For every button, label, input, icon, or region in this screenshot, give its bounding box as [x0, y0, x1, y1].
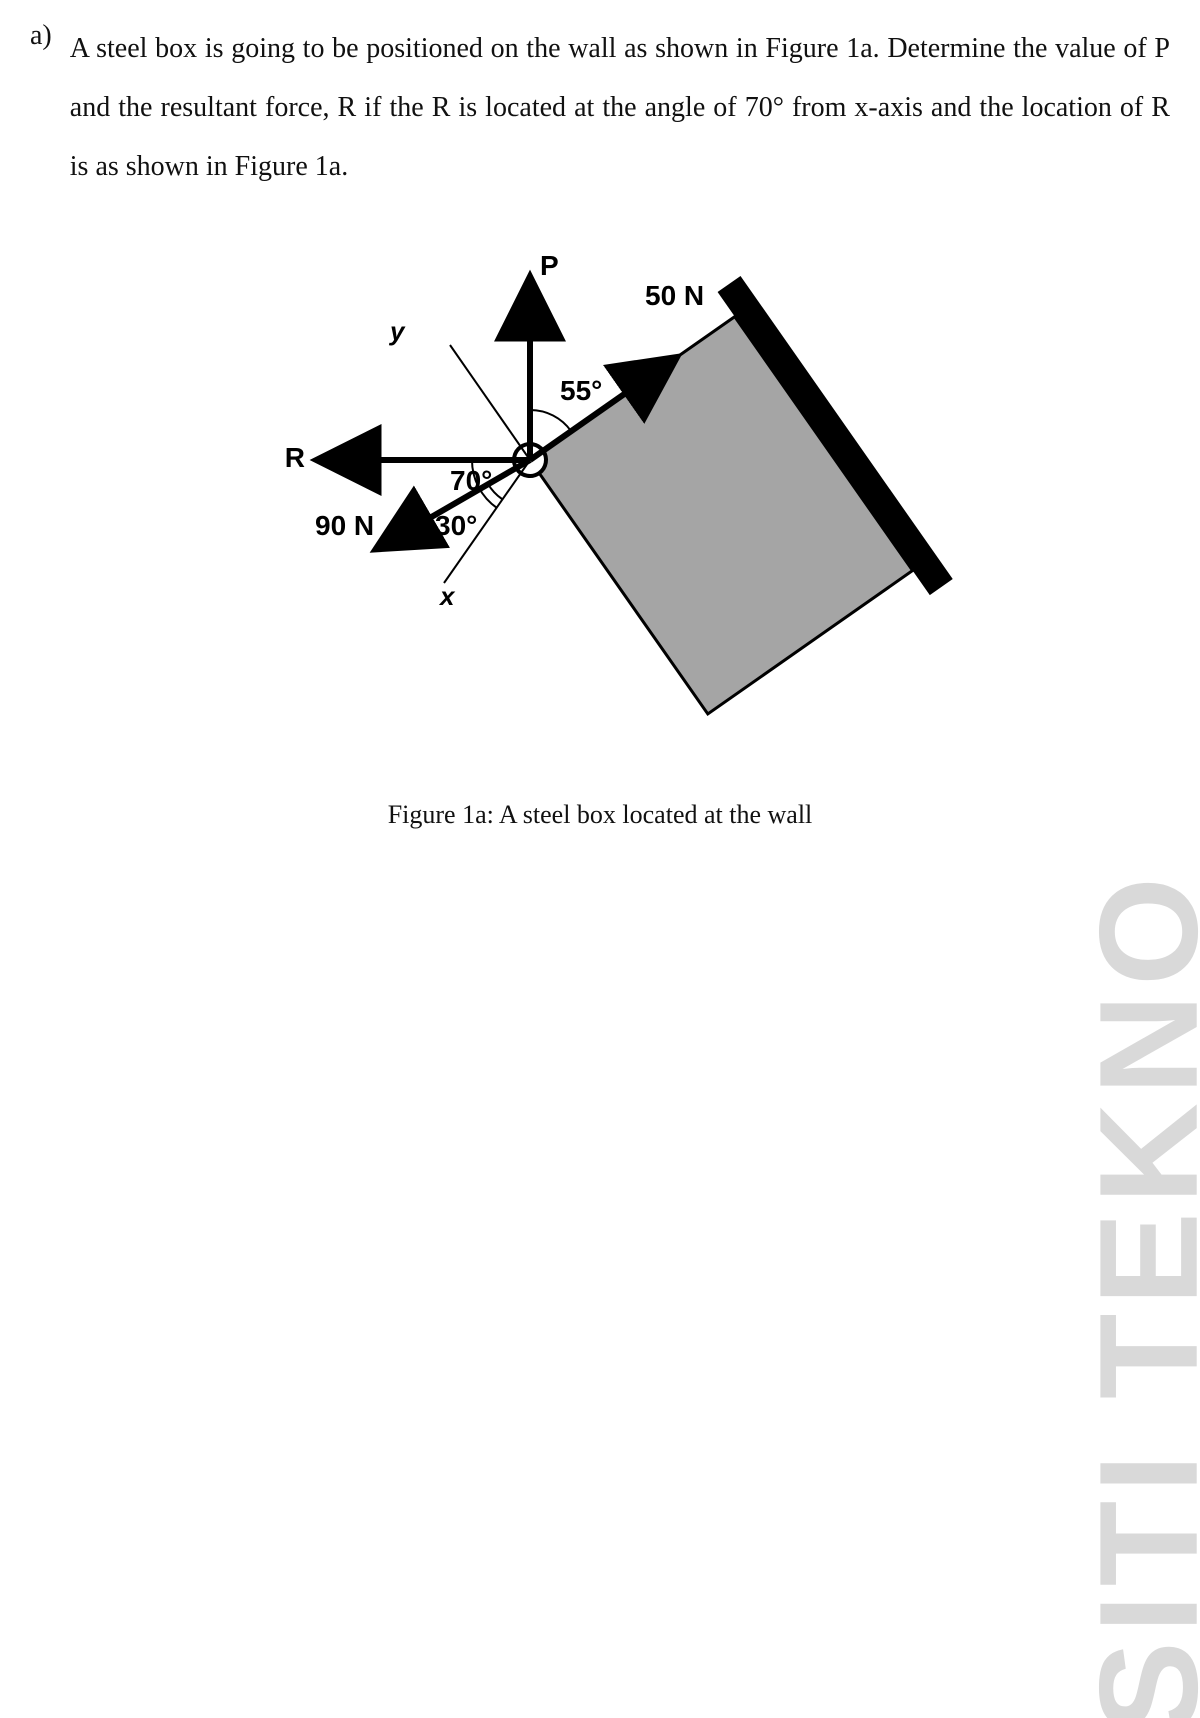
label-y: y — [388, 316, 406, 346]
label-P: P — [540, 250, 559, 281]
label-R: R — [285, 442, 305, 473]
arc-55 — [530, 410, 571, 431]
label-x: x — [438, 581, 456, 611]
label-ang70: 70° — [450, 465, 492, 496]
label-ang30: 30° — [435, 510, 477, 541]
label-90N: 90 N — [315, 510, 374, 541]
problem-text: A steel box is going to be positioned on… — [70, 20, 1170, 196]
figure-caption: Figure 1a: A steel box located at the wa… — [0, 800, 1200, 830]
problem-block: a) A steel box is going to be positioned… — [0, 0, 1200, 196]
label-50N: 50 N — [645, 280, 704, 311]
box-group — [500, 276, 953, 748]
axis-y — [450, 345, 530, 460]
label-ang55: 55° — [560, 375, 602, 406]
problem-label: a) — [30, 20, 52, 52]
figure-1a: P 50 N y R 90 N x 55° 70° 30° — [250, 225, 970, 785]
watermark-text: RSITI TEKNO — [1068, 869, 1200, 1718]
